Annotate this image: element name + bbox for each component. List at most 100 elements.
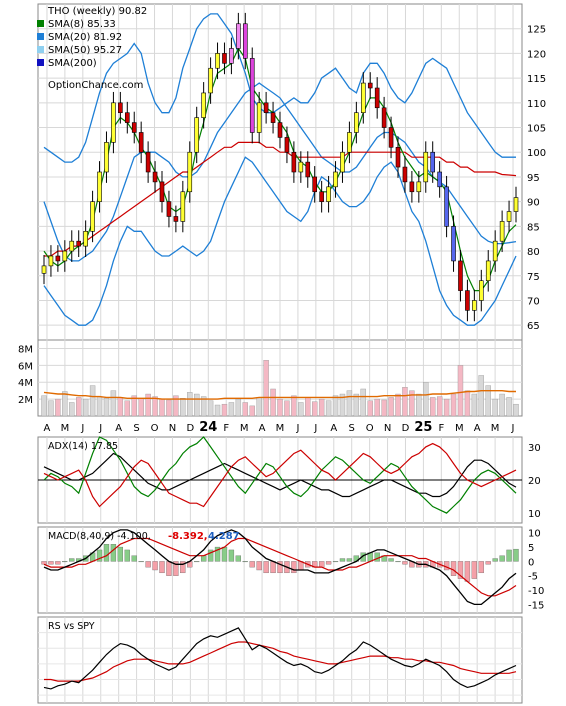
macd-histogram-bar [291, 561, 297, 574]
macd-histogram-bar [242, 561, 248, 563]
volume-bar [76, 397, 82, 417]
macd-histogram-bar [117, 546, 124, 562]
x-tick-label: A [259, 423, 266, 434]
candle-body [249, 58, 255, 133]
volume-bar [450, 393, 457, 417]
macd-histogram-bar [103, 544, 110, 562]
macd-tick-label: -5 [528, 572, 538, 583]
macd-histogram-bar [41, 561, 47, 565]
candle-body [187, 151, 193, 193]
candle-body [159, 181, 165, 202]
macd-histogram-bar [450, 561, 457, 576]
price-tick-label: 95 [527, 173, 540, 184]
macd-histogram-bar [221, 546, 228, 562]
volume-bar [103, 398, 110, 417]
candle-body [423, 151, 429, 183]
macd-histogram-bar [256, 561, 262, 571]
macd-histogram-bar [145, 561, 151, 568]
volume-bar [110, 390, 117, 417]
macd-histogram-bar [339, 558, 346, 562]
macd-histogram-bar [173, 561, 179, 576]
macd-histogram-bar [492, 558, 498, 562]
volume-bar [312, 401, 318, 417]
candle-body [374, 87, 380, 109]
macd-histogram-bar [263, 561, 269, 574]
macd-histogram-bar [48, 561, 54, 565]
adx-line [43, 452, 517, 498]
candle-body [180, 191, 186, 222]
volume-bar [409, 390, 415, 417]
candle-body [513, 197, 519, 212]
candle-body [492, 240, 498, 262]
candle-body [104, 142, 109, 173]
x-tick-label: M [240, 423, 249, 434]
macd-label: MACD(8,40,9) -4.100, [48, 531, 151, 542]
candle-body [41, 265, 47, 274]
macd-histogram-bar [506, 549, 512, 562]
candle-body [499, 221, 505, 242]
candle-body [118, 102, 123, 114]
macd-histogram-bar [249, 561, 255, 568]
volume-bar [82, 398, 89, 417]
candle-body [333, 171, 338, 188]
macd-histogram-bar [277, 561, 283, 574]
macd-histogram-bar [96, 549, 103, 562]
candle-body [131, 122, 137, 133]
macd-histogram-bar [388, 558, 394, 562]
macd-histogram-bar [471, 561, 478, 579]
x-tick-label: M [276, 423, 285, 434]
x-tick-label: O [366, 423, 374, 434]
price-axis: 65 70 75 80 85 90 95 100 105 110 115 120 125 [527, 25, 546, 332]
price-legend: THO (weekly) 90.82 SMA(8) 85.33 SMA(20) 8… [37, 6, 147, 91]
x-tick-label: 24 [199, 420, 217, 435]
bollinger-upper-line [43, 13, 516, 163]
candle-body [437, 171, 442, 188]
volume-bar [381, 399, 387, 417]
volume-bar [284, 400, 290, 417]
x-tick-label: D [187, 423, 195, 434]
macd-histogram-bar [395, 561, 401, 563]
volume-bar [423, 382, 429, 417]
price-panel [41, 12, 519, 326]
volume-bar [207, 400, 214, 417]
macd-signal-value: -8.392, [168, 531, 208, 542]
volume-bar [228, 402, 235, 417]
volume-bar [131, 395, 137, 417]
volume-bar [117, 397, 124, 417]
x-tick-label: F [438, 423, 444, 434]
macd-histogram-bar [235, 555, 242, 562]
candle-body [284, 137, 290, 153]
x-tick-label: A [44, 423, 51, 434]
macd-histogram-bar [138, 561, 144, 563]
volume-bar [298, 402, 304, 417]
macd-histogram-bar [374, 552, 380, 562]
volume-bar [305, 397, 311, 417]
price-tick-label: 110 [527, 99, 546, 110]
volume-bar [436, 396, 443, 417]
volume-bar [173, 395, 179, 417]
candle-body [124, 112, 130, 123]
candle-body [388, 127, 394, 148]
x-tick-label: J [313, 423, 317, 434]
macd-signal-line [43, 537, 517, 597]
candle-body [90, 201, 95, 232]
candle-body [270, 112, 276, 123]
volume-bar [263, 360, 269, 417]
volume-bar [41, 395, 47, 417]
rs-panel [43, 627, 517, 690]
volume-bar [492, 398, 498, 417]
volume-bar [353, 393, 360, 417]
rs-line [43, 627, 517, 690]
volume-bar [96, 396, 103, 417]
volume-bar [256, 397, 262, 417]
macd-histogram-bar [228, 549, 235, 562]
macd-histogram-bar [332, 561, 339, 563]
legend-items: SMA(8) 85.33 SMA(20) 81.92 SMA(50) 95.27 SM… [37, 19, 122, 69]
candle-body [277, 122, 283, 138]
candle-body [402, 166, 408, 183]
volume-tick-label: 2M [18, 395, 33, 406]
rs-average-line [44, 641, 517, 682]
candle-body [145, 151, 151, 173]
macd-histogram-bar [131, 555, 137, 562]
adx-tick-label: 10 [528, 509, 541, 520]
